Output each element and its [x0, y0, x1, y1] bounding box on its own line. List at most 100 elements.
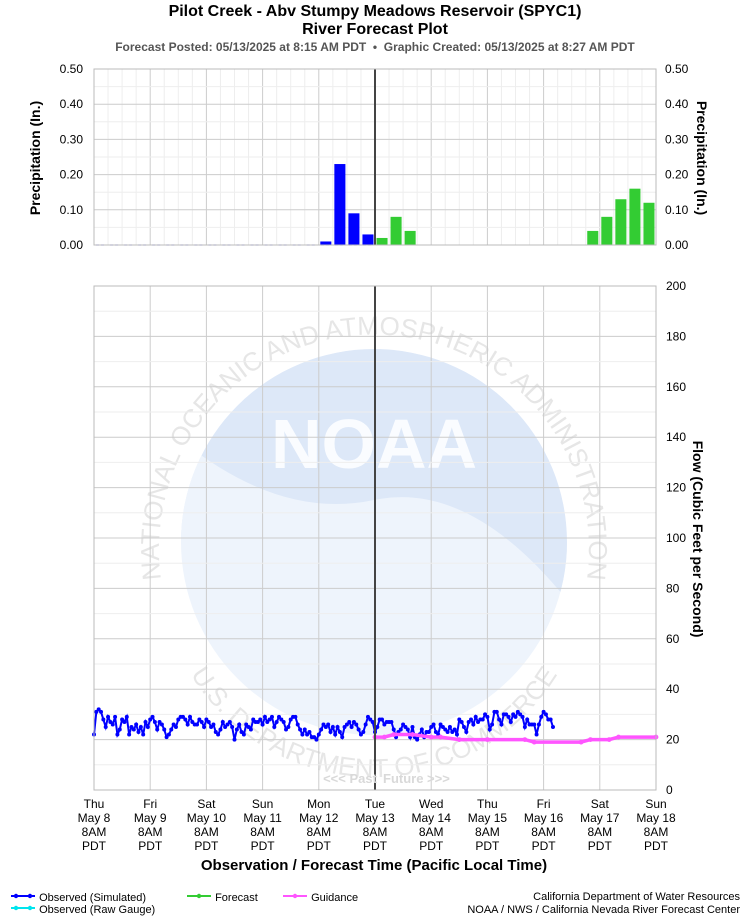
x-tick-day: Sat: [197, 797, 216, 811]
x-tick-tz: PDT: [644, 839, 669, 853]
observed-flow-point: [511, 712, 516, 717]
observed-flow-point: [380, 717, 385, 722]
flow-y-label: Flow (Cubic Feet per Second): [690, 441, 706, 638]
observed-flow-point: [447, 725, 452, 729]
observed-flow-point: [340, 735, 345, 740]
observed-flow-point: [260, 722, 265, 727]
flow-tick-label: 160: [666, 380, 686, 394]
observed-simulated-swatch: [11, 893, 35, 899]
observed-flow-point: [452, 727, 457, 732]
observed-flow-point: [110, 722, 115, 727]
observed-flow-point: [166, 732, 171, 737]
observed-flow-point: [171, 722, 176, 727]
observed-flow-point: [173, 725, 178, 729]
graphic-created: Graphic Created: 05/13/2025 at 8:27 AM P…: [383, 40, 635, 54]
x-tick-date: May 8: [78, 811, 111, 825]
observed-flow-point: [176, 717, 181, 722]
x-tick-day: Thu: [477, 797, 498, 811]
observed-flow-point: [440, 725, 445, 729]
observed-flow-point: [272, 725, 277, 729]
legend-forecast: Forecast: [186, 891, 258, 904]
observed-flow-point: [108, 719, 113, 724]
observed-flow-point: [262, 714, 267, 719]
observed-flow-point: [389, 719, 394, 724]
flow-tick-label: 0: [666, 783, 673, 797]
precip-tick-label-right: 0.50: [665, 62, 689, 76]
observed-flow-point: [513, 714, 518, 719]
legend: Observed (Simulated) Observed (Raw Gauge…: [10, 891, 155, 916]
observed-flow-point: [410, 725, 415, 729]
observed-flow-point: [169, 727, 174, 732]
chart-subtitle: River Forecast Plot: [302, 21, 448, 38]
observed-flow-point: [483, 712, 488, 717]
observed-flow-point: [361, 730, 366, 735]
observed-flow-point: [426, 730, 431, 735]
x-tick-date: May 9: [134, 811, 167, 825]
x-tick-time: 8AM: [250, 825, 275, 839]
observed-flow-point: [401, 722, 406, 727]
precip-observed-bar: [348, 213, 360, 245]
observed-flow-point: [518, 712, 523, 717]
x-tick-day: Fri: [537, 797, 551, 811]
observed-flow-point: [267, 717, 272, 722]
precip-tick-label-left: 0.20: [60, 168, 84, 182]
observed-flow-point: [415, 737, 420, 742]
observed-flow-point: [300, 732, 305, 737]
precip-tick-label-left: 0.40: [60, 97, 84, 111]
observed-flow-point: [157, 719, 162, 724]
x-axis-label: Observation / Forecast Time (Pacific Loc…: [201, 857, 547, 874]
credit-cnrfc: NOAA / NWS / California Nevada River For…: [467, 904, 740, 916]
observed-raw-swatch: [11, 905, 35, 911]
guidance-flow-point: [428, 734, 434, 740]
x-tick-time: 8AM: [363, 825, 388, 839]
x-tick-date: May 17: [580, 811, 620, 825]
observed-flow-point: [476, 719, 481, 724]
x-tick-day: Sun: [252, 797, 273, 811]
observed-flow-point: [356, 727, 361, 732]
observed-flow-point: [164, 735, 169, 740]
x-tick-date: May 14: [412, 811, 452, 825]
observed-flow-point: [431, 722, 436, 727]
flow-tick-label: 120: [666, 481, 686, 495]
x-tick-date: May 11: [243, 811, 282, 825]
precip-tick-label-left: 0.30: [60, 132, 84, 146]
guidance-flow-point: [456, 737, 462, 742]
legend-observed-simulated-label: Observed (Simulated): [39, 892, 147, 904]
precip-tick-label-right: 0.10: [665, 203, 689, 217]
guidance-flow-point: [588, 737, 593, 742]
forecast-swatch: [187, 893, 211, 899]
guidance-flow-point: [531, 739, 537, 745]
observed-flow-point: [328, 730, 333, 735]
observed-flow-point: [103, 725, 108, 729]
observed-flow-point: [216, 732, 221, 737]
observed-flow-point: [333, 732, 338, 737]
observed-flow-point: [450, 730, 455, 735]
observed-flow-point: [265, 719, 270, 724]
observed-flow-point: [211, 722, 216, 727]
x-tick-time: 8AM: [475, 825, 500, 839]
x-tick-time: 8AM: [587, 825, 612, 839]
guidance-flow-point: [438, 734, 443, 740]
observed-flow-point: [433, 730, 438, 735]
observed-flow-point: [459, 719, 464, 724]
observed-flow-point: [255, 719, 260, 724]
observed-flow-point: [534, 732, 539, 737]
observed-flow-point: [237, 722, 242, 727]
observed-flow-point: [225, 722, 230, 727]
x-tick-tz: PDT: [588, 839, 613, 853]
observed-flow-point: [541, 709, 546, 714]
observed-flow-point: [330, 725, 335, 729]
x-tick-tz: PDT: [475, 839, 500, 853]
x-tick-tz: PDT: [251, 839, 276, 853]
x-tick-day: Sun: [645, 797, 666, 811]
observed-flow-point: [354, 722, 359, 727]
observed-flow-point: [286, 725, 291, 729]
observed-flow-point: [302, 727, 307, 732]
observed-flow-point: [120, 717, 125, 722]
observed-flow-point: [419, 727, 424, 732]
